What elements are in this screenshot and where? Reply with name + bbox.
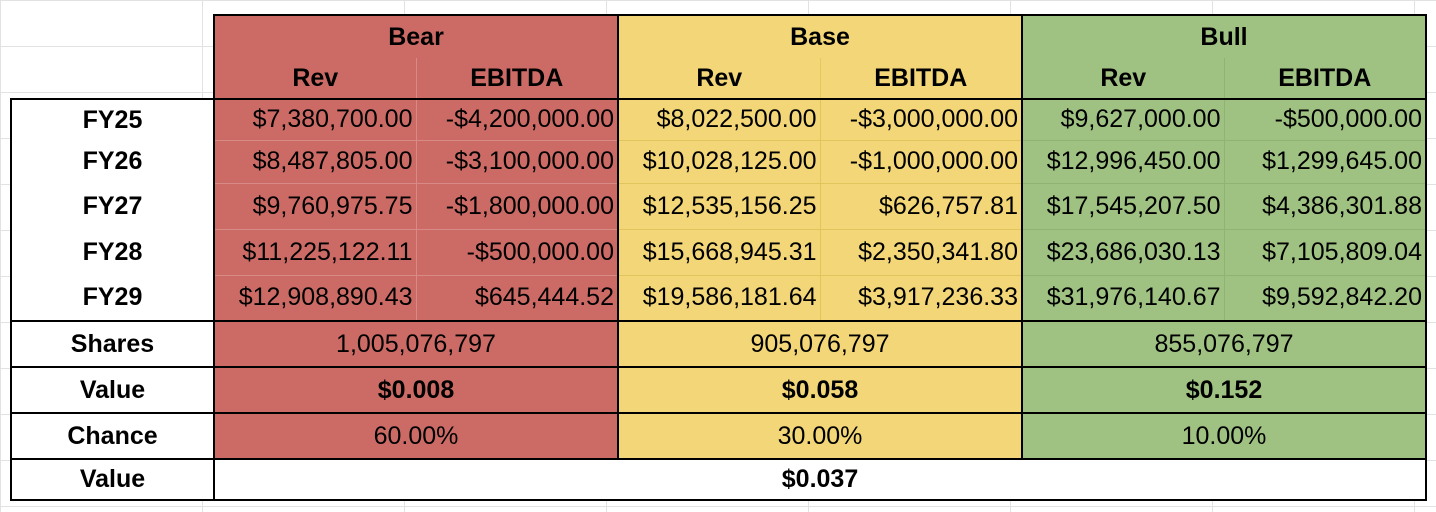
bear-rev-cell[interactable]: $11,225,122.11 xyxy=(214,229,417,276)
bear-ebitda-cell[interactable]: -$3,100,000.00 xyxy=(416,140,619,184)
shares-row: Shares 1,005,076,797 905,076,797 855,076… xyxy=(10,321,1427,368)
bear-value-cell[interactable]: $0.008 xyxy=(214,367,619,414)
expected-value-label[interactable]: Value xyxy=(10,459,215,501)
bear-rev-cell[interactable]: $9,760,975.75 xyxy=(214,183,417,230)
base-ebitda-cell[interactable]: $626,757.81 xyxy=(820,183,1023,230)
bull-rev-cell[interactable]: $9,627,000.00 xyxy=(1022,98,1225,141)
bull-header[interactable]: Bull xyxy=(1022,14,1427,58)
base-ebitda-cell[interactable]: $3,917,236.33 xyxy=(820,275,1023,322)
year-row-fy27: FY27 $9,760,975.75 -$1,800,000.00 $12,53… xyxy=(10,183,1427,230)
year-row-fy25: FY25 $7,380,700.00 -$4,200,000.00 $8,022… xyxy=(10,98,1427,141)
bear-ebitda-cell[interactable]: $645,444.52 xyxy=(416,275,619,322)
bull-rev-cell[interactable]: $12,996,450.00 xyxy=(1022,140,1225,184)
empty-corner-cell[interactable] xyxy=(11,58,214,99)
base-rev-cell[interactable]: $19,586,181.64 xyxy=(618,275,821,322)
base-ebitda-cell[interactable]: -$3,000,000.00 xyxy=(820,98,1023,141)
bull-ebitda-cell[interactable]: $9,592,842.20 xyxy=(1224,275,1427,322)
bear-rev-header[interactable]: Rev xyxy=(213,58,417,99)
scenario-valuation-table: Bear Base Bull Rev EBITDA Rev EBITDA Rev… xyxy=(10,14,1427,501)
bear-rev-cell[interactable]: $7,380,700.00 xyxy=(214,98,417,141)
bull-chance-cell[interactable]: 10.00% xyxy=(1022,413,1427,460)
bear-ebitda-cell[interactable]: -$4,200,000.00 xyxy=(416,98,619,141)
value-row: Value $0.008 $0.058 $0.152 xyxy=(10,367,1427,414)
bull-ebitda-cell[interactable]: $1,299,645.00 xyxy=(1224,140,1427,184)
bear-shares-cell[interactable]: 1,005,076,797 xyxy=(214,321,619,368)
base-rev-cell[interactable]: $15,668,945.31 xyxy=(618,229,821,276)
bear-rev-cell[interactable]: $12,908,890.43 xyxy=(214,275,417,322)
expected-value-cell[interactable]: $0.037 xyxy=(214,459,1427,501)
bull-ebitda-cell[interactable]: $7,105,809.04 xyxy=(1224,229,1427,276)
bear-ebitda-cell[interactable]: -$1,800,000.00 xyxy=(416,183,619,230)
bull-rev-cell[interactable]: $23,686,030.13 xyxy=(1022,229,1225,276)
bull-ebitda-header[interactable]: EBITDA xyxy=(1224,58,1427,99)
year-row-fy28: FY28 $11,225,122.11 -$500,000.00 $15,668… xyxy=(10,229,1427,276)
bull-rev-header[interactable]: Rev xyxy=(1022,58,1225,99)
expected-value-row: Value $0.037 xyxy=(10,459,1427,501)
year-label[interactable]: FY26 xyxy=(10,140,215,183)
shares-label[interactable]: Shares xyxy=(10,321,215,368)
bear-chance-cell[interactable]: 60.00% xyxy=(214,413,619,460)
bull-rev-cell[interactable]: $31,976,140.67 xyxy=(1022,275,1225,322)
year-label[interactable]: FY29 xyxy=(10,275,215,322)
bear-rev-cell[interactable]: $8,487,805.00 xyxy=(214,140,417,184)
base-shares-cell[interactable]: 905,076,797 xyxy=(618,321,1023,368)
base-chance-cell[interactable]: 30.00% xyxy=(618,413,1023,460)
bear-ebitda-header[interactable]: EBITDA xyxy=(416,58,619,99)
bull-shares-cell[interactable]: 855,076,797 xyxy=(1022,321,1427,368)
year-row-fy26: FY26 $8,487,805.00 -$3,100,000.00 $10,02… xyxy=(10,140,1427,184)
year-label[interactable]: FY27 xyxy=(10,183,215,229)
base-ebitda-cell[interactable]: -$1,000,000.00 xyxy=(820,140,1023,184)
year-label[interactable]: FY28 xyxy=(10,229,215,275)
base-value-cell[interactable]: $0.058 xyxy=(618,367,1023,414)
scenario-header-row: Bear Base Bull xyxy=(11,14,1427,58)
bull-ebitda-cell[interactable]: $4,386,301.88 xyxy=(1224,183,1427,230)
chance-label[interactable]: Chance xyxy=(10,413,215,460)
base-ebitda-header[interactable]: EBITDA xyxy=(820,58,1023,99)
base-rev-cell[interactable]: $10,028,125.00 xyxy=(618,140,821,184)
bull-rev-cell[interactable]: $17,545,207.50 xyxy=(1022,183,1225,230)
base-rev-cell[interactable]: $12,535,156.25 xyxy=(618,183,821,230)
bull-value-cell[interactable]: $0.152 xyxy=(1022,367,1427,414)
year-label[interactable]: FY25 xyxy=(10,98,215,140)
bear-header[interactable]: Bear xyxy=(213,14,619,58)
metric-header-row: Rev EBITDA Rev EBITDA Rev EBITDA xyxy=(11,58,1427,99)
base-ebitda-cell[interactable]: $2,350,341.80 xyxy=(820,229,1023,276)
empty-corner-cell[interactable] xyxy=(11,15,214,58)
base-rev-cell[interactable]: $8,022,500.00 xyxy=(618,98,821,141)
base-header[interactable]: Base xyxy=(618,14,1023,58)
base-rev-header[interactable]: Rev xyxy=(618,58,821,99)
value-label[interactable]: Value xyxy=(10,367,215,414)
chance-row: Chance 60.00% 30.00% 10.00% xyxy=(10,413,1427,460)
year-row-fy29: FY29 $12,908,890.43 $645,444.52 $19,586,… xyxy=(10,275,1427,322)
bear-ebitda-cell[interactable]: -$500,000.00 xyxy=(416,229,619,276)
bull-ebitda-cell[interactable]: -$500,000.00 xyxy=(1224,98,1427,141)
